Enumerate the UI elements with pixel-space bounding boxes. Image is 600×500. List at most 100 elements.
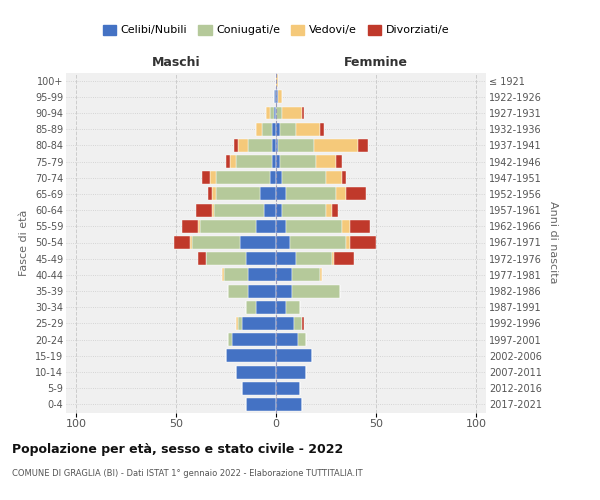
Bar (276, 350, 312, 362)
Bar (276, 333, 298, 346)
Bar (270, 106, 274, 120)
Bar (174, 236, 190, 249)
Bar (248, 268, 276, 281)
Bar (212, 188, 216, 200)
Bar (242, 317, 276, 330)
Bar (326, 172, 342, 184)
Bar (350, 236, 376, 249)
Bar (320, 268, 322, 281)
Bar (256, 122, 262, 136)
Bar (296, 122, 320, 136)
Bar (276, 172, 282, 184)
Bar (336, 155, 342, 168)
Bar (278, 139, 314, 152)
Bar (326, 204, 332, 216)
Bar (270, 172, 276, 184)
Bar (280, 122, 296, 136)
Bar (290, 236, 346, 249)
Bar (196, 204, 212, 216)
Bar (276, 268, 292, 281)
Bar (302, 317, 304, 330)
Bar (358, 139, 368, 152)
Bar (226, 155, 230, 168)
Bar (298, 333, 306, 346)
Bar (276, 188, 286, 200)
Bar (256, 301, 276, 314)
Bar (222, 268, 224, 281)
Text: Femmine: Femmine (344, 56, 408, 70)
Bar (236, 155, 272, 168)
Bar (272, 122, 276, 136)
Bar (292, 268, 320, 281)
Text: Popolazione per età, sesso e stato civile - 2022: Popolazione per età, sesso e stato civil… (12, 442, 343, 456)
Bar (216, 188, 260, 200)
Bar (276, 366, 306, 378)
Bar (276, 204, 282, 216)
Bar (276, 398, 302, 411)
Bar (236, 317, 238, 330)
Bar (292, 284, 340, 298)
Bar (286, 220, 342, 233)
Bar (294, 317, 302, 330)
Bar (214, 204, 264, 216)
Bar (248, 284, 276, 298)
Bar (234, 139, 238, 152)
Bar (246, 301, 256, 314)
Bar (346, 236, 350, 249)
Bar (198, 252, 206, 265)
Bar (200, 220, 256, 233)
Bar (248, 139, 272, 152)
Bar (282, 172, 326, 184)
Bar (232, 333, 276, 346)
Bar (256, 220, 276, 233)
Bar (350, 220, 370, 233)
Bar (276, 122, 280, 136)
Bar (238, 317, 242, 330)
Bar (280, 155, 316, 168)
Bar (276, 317, 294, 330)
Bar (302, 106, 304, 120)
Bar (260, 188, 276, 200)
Bar (192, 236, 240, 249)
Y-axis label: Fasce di età: Fasce di età (19, 210, 29, 276)
Legend: Celibi/Nubili, Coniugati/e, Vedovi/e, Divorziati/e: Celibi/Nubili, Coniugati/e, Vedovi/e, Di… (98, 20, 454, 40)
Bar (332, 204, 338, 216)
Bar (276, 220, 286, 233)
Bar (276, 284, 292, 298)
Bar (246, 398, 276, 411)
Bar (202, 172, 210, 184)
Bar (226, 350, 276, 362)
Bar (276, 236, 290, 249)
Bar (228, 333, 232, 346)
Bar (336, 188, 346, 200)
Bar (242, 382, 276, 394)
Bar (282, 106, 302, 120)
Bar (262, 122, 272, 136)
Bar (286, 301, 300, 314)
Bar (276, 301, 286, 314)
Bar (276, 252, 296, 265)
Bar (190, 236, 192, 249)
Bar (238, 139, 248, 152)
Bar (346, 188, 366, 200)
Bar (216, 172, 270, 184)
Bar (276, 139, 278, 152)
Bar (276, 74, 278, 87)
Bar (236, 366, 276, 378)
Bar (342, 220, 350, 233)
Bar (320, 122, 324, 136)
Text: COMUNE DI GRAGLIA (BI) - Dati ISTAT 1° gennaio 2022 - Elaborazione TUTTITALIA.IT: COMUNE DI GRAGLIA (BI) - Dati ISTAT 1° g… (12, 469, 362, 478)
Bar (276, 106, 282, 120)
Bar (276, 90, 278, 104)
Bar (208, 188, 212, 200)
Bar (296, 252, 332, 265)
Y-axis label: Anni di nascita: Anni di nascita (548, 201, 559, 283)
Text: Maschi: Maschi (152, 56, 200, 70)
Bar (246, 252, 276, 265)
Bar (240, 236, 276, 249)
Bar (334, 252, 354, 265)
Bar (230, 155, 236, 168)
Bar (278, 90, 282, 104)
Bar (228, 284, 248, 298)
Bar (314, 139, 358, 152)
